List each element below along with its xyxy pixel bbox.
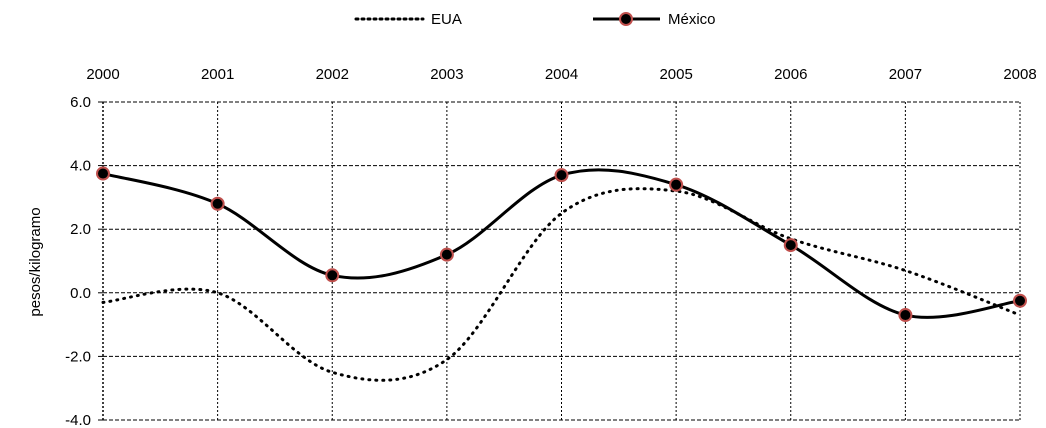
x-tick-label: 2001 (201, 66, 234, 83)
data-point-mexico (439, 247, 454, 262)
x-tick-label: 2007 (889, 66, 922, 83)
legend-mexico-label: México (668, 11, 716, 28)
x-tick-label: 2002 (316, 66, 349, 83)
y-tick-label: 2.0 (70, 221, 91, 238)
data-point-mexico (325, 268, 340, 283)
y-tick-label: -2.0 (65, 348, 91, 365)
x-tick-label: 2000 (86, 66, 119, 83)
legend-eua-label: EUA (431, 11, 462, 28)
series-line-eua (101, 187, 1022, 382)
y-tick-labels: 6.0 4.0 2.0 0.0 -2.0 -4.0 (65, 94, 91, 428)
data-point-mexico (210, 196, 225, 211)
data-point-mexico (554, 168, 569, 183)
legend-mexico-marker (619, 12, 633, 26)
x-tick-label: 2006 (774, 66, 807, 83)
x-tick-label: 2004 (545, 66, 578, 83)
data-point-mexico (1013, 293, 1027, 308)
data-point-mexico (96, 166, 110, 181)
data-point-mexico (898, 308, 913, 323)
y-tick-label: 0.0 (70, 285, 91, 302)
x-tick-labels: 2000 2001 2002 2003 2004 2005 2006 2007 2008 (86, 66, 1036, 83)
x-tick-label: 2003 (430, 66, 463, 83)
legend: EUA México (354, 11, 716, 28)
grid (98, 101, 1021, 421)
x-tick-label: 2005 (659, 66, 692, 83)
y-tick-label: 4.0 (70, 158, 91, 175)
x-tick-label: 2008 (1003, 66, 1036, 83)
y-axis-title: pesos/kilogramo (27, 207, 44, 316)
series-layer (96, 166, 1027, 382)
data-point-mexico (669, 177, 684, 192)
data-point-mexico (783, 238, 798, 253)
y-tick-label: 6.0 (70, 94, 91, 111)
y-tick-label: -4.0 (65, 412, 91, 428)
